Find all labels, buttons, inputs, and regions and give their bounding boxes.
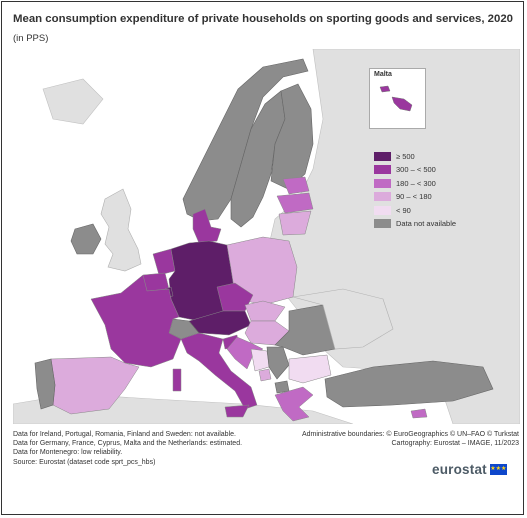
legend-row: 180 – < 300 [374,177,486,189]
legend-swatch [374,219,391,228]
note-line: Data for Ireland, Portugal, Romania, Fin… [13,431,236,438]
malta-inset: Malta [369,68,426,129]
greenland-iceland-land [42,78,104,125]
cartography-credit: Cartography: Eurostat – IMAGE, 11/2023 [391,440,520,448]
legend-row: 300 – < 500 [374,164,486,176]
country-portugal [34,358,56,410]
country-latvia [276,192,314,214]
country-uk [100,188,142,272]
country-slovakia [244,300,286,322]
country-serbia [266,346,290,380]
eurostat-logo: eurostat ★★★ [432,462,507,477]
note-line: Data for Germany, France, Cyprus, Malta … [13,440,243,448]
country-bosnia [250,348,270,372]
eurostat-wordmark: eurostat [432,462,487,477]
country-ireland [70,223,102,255]
legend-label: Data not available [396,219,457,228]
country-north-macedonia [274,380,290,394]
map-title: Mean consumption expenditure of private … [13,13,514,25]
map-legend: ≥ 500 300 – < 500 180 – < 300 90 – < 180… [374,150,486,231]
legend-label: ≥ 500 [396,151,415,161]
legend-swatch [374,151,391,161]
country-poland [226,236,298,306]
country-denmark [192,208,222,244]
malta-inset-svg [379,85,413,112]
europe-map-svg [13,49,520,424]
malta-island [391,96,413,112]
country-italy-sicily [224,404,250,418]
gozo-island [379,85,391,93]
country-turkey [324,360,494,408]
boundaries-credit: Administrative boundaries: © EuroGeograp… [301,431,519,438]
legend-row: < 90 [374,204,486,216]
country-italy-sardinia [172,368,182,392]
country-belgium [142,272,170,292]
country-ukraine [292,288,394,350]
country-croatia [226,336,264,370]
legend-swatch [374,165,391,174]
legend-label: 300 – < 500 [396,165,436,174]
country-cyprus [410,408,428,419]
legend-row: Data not available [374,218,486,230]
country-france [90,274,182,368]
eu-flag-icon: ★★★ [489,464,507,475]
country-norway [182,58,309,222]
legend-swatch [374,192,391,201]
legend-label: 90 – < 180 [396,192,432,201]
country-estonia [282,176,310,195]
notes-left: Data for Ireland, Portugal, Romania, Fin… [13,430,242,467]
legend-swatch [374,205,391,215]
country-czechia [216,282,254,312]
map-subtitle: (in PPS) [13,33,49,44]
legend-label: < 90 [396,205,411,215]
legend-swatch [374,178,391,188]
source-line: Source: Eurostat (dataset code sprt_pcs_… [13,458,156,466]
legend-row: 90 – < 180 [374,191,486,203]
malta-inset-label: Malta [374,71,392,78]
europe-map [13,49,520,424]
notes-right: Administrative boundaries: © EuroGeograp… [292,430,519,448]
country-lithuania [278,210,312,236]
country-montenegro [258,368,272,382]
country-greece [274,386,314,422]
country-bulgaria [288,354,332,384]
legend-row: ≥ 500 [374,150,486,162]
note-line: Data for Montenegro: low reliability. [13,449,123,457]
legend-label: 180 – < 300 [396,178,436,188]
